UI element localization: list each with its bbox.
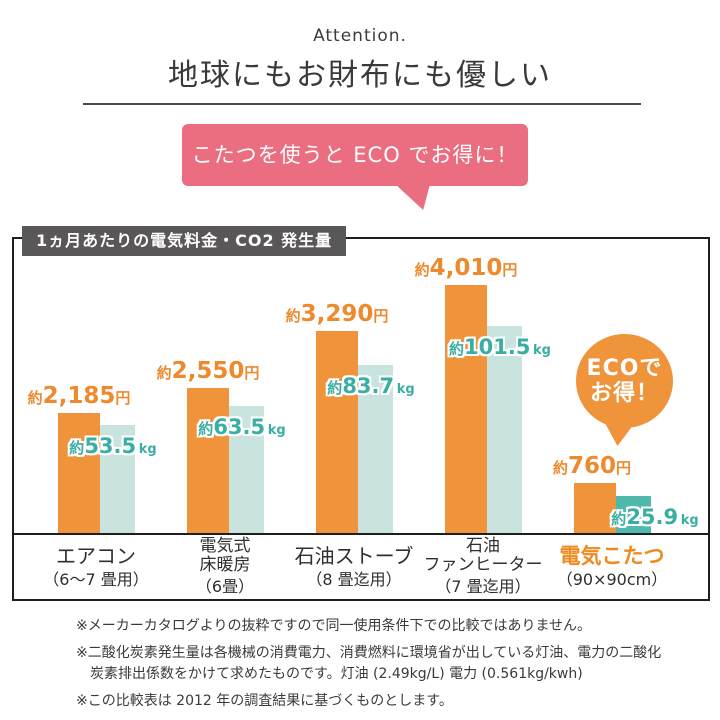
speech-bubble: こたつを使うと ECO でお得に！ bbox=[182, 124, 528, 186]
approx-prefix: 約 bbox=[198, 420, 214, 438]
yen-value-label-1: 約2,550円 bbox=[157, 358, 260, 386]
yen-value: 3,290 bbox=[300, 301, 374, 327]
speech-bubble-tail bbox=[395, 184, 430, 210]
yen-unit: 円 bbox=[373, 307, 389, 325]
yen-unit: 円 bbox=[244, 364, 260, 382]
bar-yen-0 bbox=[58, 413, 100, 533]
approx-prefix: 約 bbox=[448, 340, 465, 358]
eco-badge: ECOで お得！ bbox=[576, 334, 673, 428]
kg-value-label-3: 約101.5 kg bbox=[449, 335, 551, 363]
category-size: （6〜7 畳用） bbox=[43, 569, 149, 589]
kg-value-label-1: 約63.5 kg bbox=[198, 415, 285, 443]
category-name: 石油ストーブ bbox=[294, 544, 414, 569]
bar-yen-1 bbox=[187, 388, 229, 533]
yen-unit: 円 bbox=[115, 389, 131, 407]
kg-unit: kg bbox=[136, 442, 157, 457]
kg-value: 53.5 bbox=[84, 434, 137, 458]
yen-value: 4,010 bbox=[429, 255, 503, 281]
bar-yen-2 bbox=[316, 331, 358, 533]
approx-prefix: 約 bbox=[414, 261, 430, 279]
category-size: （6畳） bbox=[195, 577, 255, 597]
footnote-3: ※この比較表は 2012 年の調査結果に基づくものとします。 bbox=[76, 692, 453, 709]
category-name: エアコン bbox=[56, 544, 136, 569]
footnotes: ※メーカーカタログよりの抜粋ですので同一使用条件下での比較ではありません。 ※二… bbox=[76, 616, 668, 718]
yen-value: 2,550 bbox=[171, 358, 245, 384]
category-name: 電気こたつ bbox=[559, 543, 665, 568]
yen-value: 2,185 bbox=[42, 383, 116, 409]
approx-prefix: 約 bbox=[327, 379, 343, 397]
category-label-0: エアコン （6〜7 畳用） bbox=[21, 537, 171, 597]
approx-prefix: 約 bbox=[27, 389, 43, 407]
kg-unit: kg bbox=[394, 382, 415, 397]
yen-unit: 円 bbox=[616, 459, 632, 477]
kg-unit: kg bbox=[530, 343, 552, 358]
category-name: 石油 ファンヒーター bbox=[423, 536, 543, 576]
kg-value: 63.5 bbox=[213, 415, 266, 439]
bar-yen-4 bbox=[574, 483, 616, 533]
category-size: （8 畳迄用） bbox=[306, 569, 402, 589]
category-label-4: 電気こたつ （90×90cm） bbox=[537, 537, 687, 597]
category-label-3: 石油 ファンヒーター （7 畳迄用） bbox=[408, 537, 558, 597]
yen-value: 760 bbox=[567, 453, 617, 479]
eco-badge-line2: お得！ bbox=[589, 381, 659, 406]
category-size: （90×90cm） bbox=[556, 570, 668, 590]
category-label-2: 石油ストーブ （8 畳迄用） bbox=[279, 537, 429, 597]
category-label-1: 電気式 床暖房 （6畳） bbox=[150, 537, 300, 597]
title-divider bbox=[83, 103, 641, 105]
category-name: 電気式 床暖房 bbox=[199, 536, 251, 576]
approx-prefix: 約 bbox=[552, 459, 568, 477]
yen-value-label-2: 約3,290円 bbox=[286, 301, 389, 329]
yen-value-label-4: 約760円 bbox=[553, 453, 631, 481]
bar-yen-3 bbox=[445, 285, 487, 533]
attention-label: Attention. bbox=[313, 26, 407, 46]
chart-title-badge: 1ヵ月あたりの電気料金・CO2 発生量 bbox=[22, 226, 347, 256]
page-title: 地球にもお財布にも優しい bbox=[168, 58, 552, 93]
kg-value-label-0: 約53.5 kg bbox=[69, 434, 156, 462]
approx-prefix: 約 bbox=[611, 510, 627, 528]
kg-unit: kg bbox=[265, 423, 286, 438]
kg-value: 101.5 bbox=[464, 335, 531, 359]
category-size: （7 畳迄用） bbox=[435, 577, 531, 597]
approx-prefix: 約 bbox=[69, 439, 85, 457]
kg-value-label-4: 約25.9 kg bbox=[611, 505, 698, 533]
kg-value: 25.9 bbox=[626, 505, 679, 529]
yen-value-label-0: 約2,185円 bbox=[28, 383, 131, 411]
kg-value-label-2: 約83.7 kg bbox=[327, 374, 414, 402]
approx-prefix: 約 bbox=[285, 307, 301, 325]
kg-value: 83.7 bbox=[342, 374, 395, 398]
kg-unit: kg bbox=[678, 513, 699, 528]
footnote-1: ※メーカーカタログよりの抜粋ですので同一使用条件下での比較ではありません。 bbox=[76, 618, 592, 634]
footnote-2: ※二酸化炭素発生量は各機械の消費電力、消費燃料に環境省が出している灯油、電力の二… bbox=[76, 645, 662, 682]
approx-prefix: 約 bbox=[156, 364, 172, 382]
yen-unit: 円 bbox=[502, 261, 518, 279]
eco-badge-line1: ECOで bbox=[586, 355, 663, 381]
yen-value-label-3: 約4,010円 bbox=[415, 255, 518, 283]
chart-baseline bbox=[12, 533, 710, 535]
